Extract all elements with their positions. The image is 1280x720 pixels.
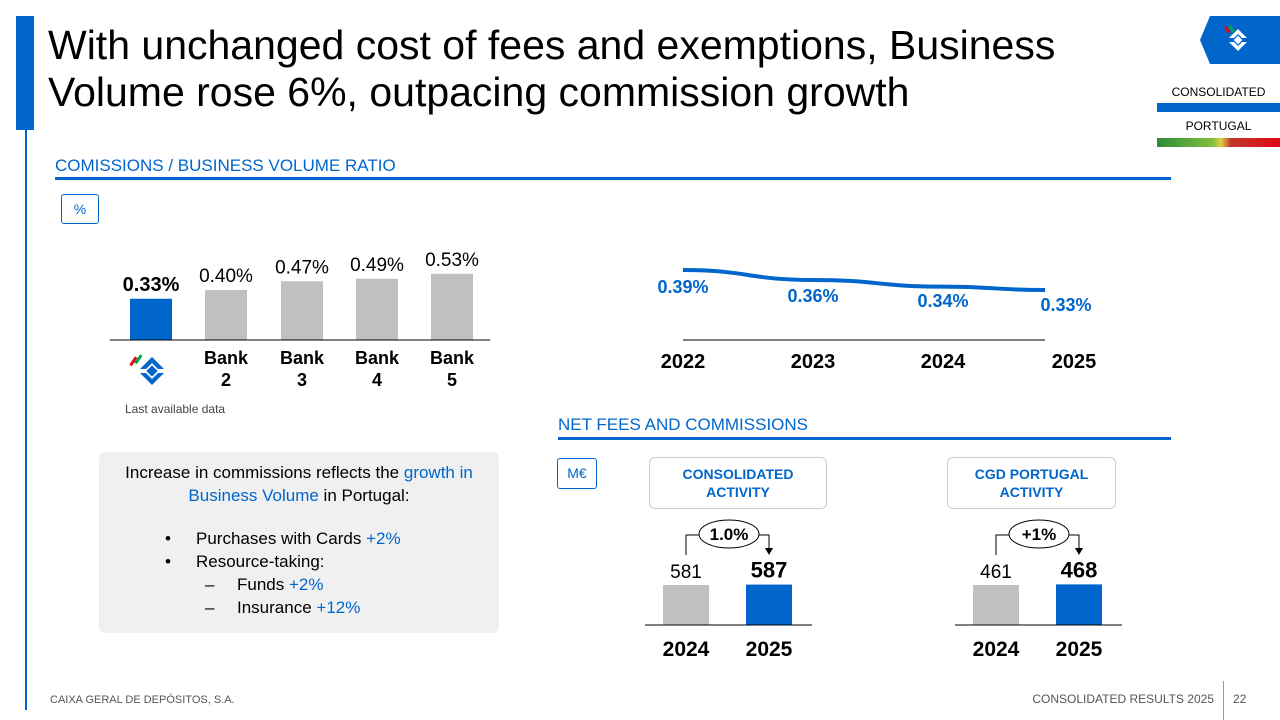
fee-bar-2025 bbox=[746, 584, 792, 625]
trend-series-line bbox=[682, 268, 1046, 292]
intro-end: in Portugal: bbox=[318, 486, 410, 505]
category-label-bank-5: Bank 5 bbox=[429, 348, 474, 390]
consolidated-activity-box: CONSOLIDATED ACTIVITY bbox=[649, 457, 827, 509]
bar-cgd bbox=[130, 298, 172, 340]
trend-year-label: 2023 bbox=[791, 351, 836, 373]
ratio-section-title: COMISSIONS / BUSINESS VOLUME RATIO bbox=[55, 156, 396, 175]
footnote-last-data: Last available data bbox=[125, 402, 226, 416]
consolidated-fees-chart: 581 2024 587 2025 1.0% bbox=[645, 519, 812, 661]
fee-value-label: 461 bbox=[980, 562, 1012, 583]
consolidated-tag: CONSOLIDATED bbox=[1171, 85, 1266, 99]
bar-bank-3 bbox=[281, 281, 323, 340]
fee-year-label: 2024 bbox=[663, 638, 710, 661]
bar-value-label: 0.47% bbox=[275, 257, 329, 278]
ratio-unit-box: % bbox=[61, 194, 99, 224]
title-accent-bar bbox=[16, 16, 34, 130]
portugal-tag: PORTUGAL bbox=[1185, 119, 1252, 133]
trend-year-label: 2025 bbox=[1052, 351, 1097, 373]
change-bubble bbox=[1008, 519, 1070, 549]
trend-year-label: 2022 bbox=[661, 351, 706, 373]
list-subitem: – Funds +2% bbox=[205, 575, 324, 594]
portugal-activity-box: CGD PORTUGAL ACTIVITY bbox=[947, 457, 1116, 509]
list-subitem: – Insurance +12% bbox=[205, 598, 361, 617]
fee-year-label: 2025 bbox=[746, 638, 793, 661]
portugal-fees-chart: 461 2024 468 2025 +1% bbox=[955, 519, 1122, 661]
bar-bank-4 bbox=[356, 278, 398, 340]
fee-value-label: 468 bbox=[1061, 557, 1098, 582]
footer-divider bbox=[1223, 681, 1224, 720]
intro-text: Increase in commissions reflects the bbox=[125, 463, 404, 482]
fee-bar-2024 bbox=[973, 585, 1019, 625]
trend-line-chart: 0.39% 0.36% 0.34% 0.33% 2022 2023 2024 2025 bbox=[657, 268, 1097, 373]
trend-year-label: 2024 bbox=[921, 351, 966, 373]
fee-year-label: 2025 bbox=[1056, 638, 1103, 661]
portugal-tag-bar bbox=[1157, 138, 1280, 147]
fees-section-rule bbox=[558, 437, 1171, 440]
fee-value-label: 587 bbox=[751, 558, 788, 583]
category-label-bank-3: Bank 3 bbox=[279, 348, 324, 390]
trend-value-label: 0.36% bbox=[787, 286, 838, 306]
change-arrow-icon bbox=[1075, 548, 1083, 555]
fee-year-label: 2024 bbox=[973, 638, 1020, 661]
page-title: With unchanged cost of fees and exemptio… bbox=[48, 22, 1056, 115]
change-bubble bbox=[698, 519, 760, 549]
footer-company: CAIXA GERAL DE DEPÓSITOS, S.A. bbox=[50, 694, 235, 706]
change-label: +1% bbox=[1022, 525, 1057, 544]
list-item: • Purchases with Cards +2% bbox=[165, 529, 401, 548]
left-rule bbox=[25, 130, 27, 710]
change-arrow-icon bbox=[765, 548, 773, 555]
bar-value-label: 0.40% bbox=[199, 266, 253, 287]
page-number: 22 bbox=[1233, 692, 1247, 706]
fees-section-title: NET FEES AND COMMISSIONS bbox=[558, 415, 809, 434]
cgd-logo-icon bbox=[1200, 16, 1280, 64]
bank-ratio-chart: 0.33% 0.40% 0.47% 0.49% 0.53% bbox=[110, 250, 490, 341]
change-label: 1.0% bbox=[710, 525, 749, 544]
list-item: • Resource-taking: bbox=[165, 552, 325, 571]
commentary-intro: Increase in commissions reflects the gro… bbox=[113, 461, 485, 507]
consolidated-tag-bar bbox=[1157, 103, 1280, 112]
trend-value-label: 0.39% bbox=[657, 277, 708, 297]
fees-unit-box: M€ bbox=[557, 458, 597, 489]
fee-bar-2025 bbox=[1056, 584, 1102, 625]
bar-bank-5 bbox=[431, 273, 473, 340]
fee-bar-2024 bbox=[663, 585, 709, 625]
intro-highlight: growth in Business Volume bbox=[188, 463, 473, 505]
footer-report: CONSOLIDATED RESULTS 2025 bbox=[1032, 692, 1214, 706]
trend-value-label: 0.34% bbox=[917, 291, 968, 311]
bar-value-label: 0.33% bbox=[123, 274, 180, 296]
category-label-bank-2: Bank 2 bbox=[203, 348, 248, 390]
category-label-bank-4: Bank 4 bbox=[354, 348, 399, 390]
trend-value-label: 0.33% bbox=[1040, 295, 1091, 315]
fee-value-label: 581 bbox=[670, 562, 702, 583]
commentary-list: • Purchases with Cards +2% • Resource-taki… bbox=[165, 527, 401, 619]
commentary-box: Increase in commissions reflects the gro… bbox=[99, 452, 499, 633]
bar-bank-2 bbox=[205, 290, 247, 340]
bar-value-label: 0.53% bbox=[425, 250, 479, 271]
cgd-logo-small-icon bbox=[129, 354, 164, 385]
bar-value-label: 0.49% bbox=[350, 255, 404, 276]
ratio-section-rule bbox=[55, 177, 1171, 180]
